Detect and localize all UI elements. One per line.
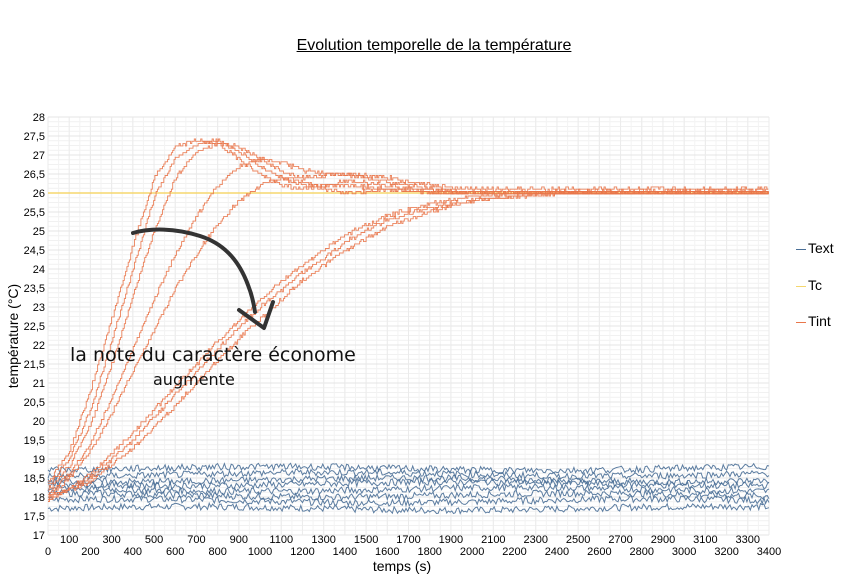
y-tick-label: 26 [33, 188, 45, 200]
y-tick-label: 20 [33, 416, 45, 428]
annotation-arrowhead [237, 300, 275, 330]
legend-swatch-tint [796, 321, 806, 323]
y-axis-label: température (°C) [5, 284, 21, 388]
x-tick-label: 900 [230, 534, 248, 546]
legend-swatch-text [796, 248, 806, 250]
y-tick-label: 25 [33, 226, 45, 238]
x-tick-label: 3300 [736, 534, 760, 546]
legend-swatch-tc [796, 285, 806, 287]
x-tick-label: 2200 [502, 546, 526, 558]
series-text-line [47, 477, 770, 491]
x-tick-label: 2600 [587, 546, 611, 558]
y-tick-label: 27,5 [24, 131, 45, 143]
x-tick-label: 1500 [354, 534, 378, 546]
x-tick-label: 800 [208, 546, 226, 558]
y-tick-label: 24 [33, 264, 45, 276]
y-tick-label: 22,5 [24, 321, 45, 333]
x-tick-label: 700 [187, 534, 205, 546]
x-tick-label: 1900 [439, 534, 463, 546]
legend-item-tint: Tint [796, 313, 831, 329]
y-tick-label: 22 [33, 340, 45, 352]
x-tick-label: 1400 [333, 546, 357, 558]
legend-item-text: Text [796, 240, 834, 256]
x-tick-label: 3100 [693, 534, 717, 546]
series-text-line [47, 462, 770, 475]
legend-item-tc: Tc [796, 277, 822, 293]
x-tick-label: 1600 [375, 546, 399, 558]
x-tick-label: 1300 [311, 534, 335, 546]
x-tick-label: 3000 [672, 546, 696, 558]
y-tick-label: 20,5 [24, 397, 45, 409]
x-tick-label: 3400 [757, 546, 781, 558]
series-text-line [47, 501, 770, 515]
legend-label-tint: Tint [808, 313, 831, 329]
x-tick-label: 1100 [269, 534, 293, 546]
x-tick-label: 100 [60, 534, 78, 546]
y-tick-label: 19 [33, 454, 45, 466]
annotation-line1: la note du caractère économe [70, 344, 356, 366]
x-tick-label: 3200 [714, 546, 738, 558]
y-tick-label: 19,5 [24, 435, 45, 447]
x-tick-label: 2900 [651, 534, 675, 546]
x-tick-label: 0 [45, 546, 51, 558]
annotation-line2: augmente [153, 370, 235, 389]
y-tick-label: 23,5 [24, 283, 45, 295]
y-tick-labels: 17 17,5 18 18,5 19 19,5 20 20,5 21 21,5 22 22,5 23 23… [24, 112, 45, 542]
x-tick-label: 1000 [248, 546, 272, 558]
legend-label-tc: Tc [808, 277, 822, 293]
series-text-line [47, 483, 770, 496]
y-tick-label: 27 [33, 150, 45, 162]
series-tint-line [48, 191, 769, 498]
series-tint-line [48, 156, 769, 496]
x-tick-label: 200 [81, 546, 99, 558]
x-tick-label: 1700 [396, 534, 420, 546]
x-tick-label: 2800 [630, 546, 654, 558]
x-tick-label: 2000 [460, 546, 484, 558]
x-tick-label: 2400 [545, 546, 569, 558]
y-tick-label: 26,5 [24, 169, 45, 181]
x-tick-label: 1200 [290, 546, 314, 558]
y-tick-label: 18,5 [24, 473, 45, 485]
legend-label-text: Text [808, 240, 834, 256]
x-tick-label: 600 [166, 546, 184, 558]
y-tick-label: 18 [33, 492, 45, 504]
y-tick-label: 17,5 [24, 511, 45, 523]
y-tick-label: 21,5 [24, 359, 45, 371]
chart-title: Evolution temporelle de la température [296, 37, 572, 54]
x-tick-label: 400 [124, 546, 142, 558]
series-text-line [47, 473, 770, 487]
series-text-line [47, 493, 770, 508]
y-tick-label: 28 [33, 112, 45, 124]
x-tick-label: 300 [102, 534, 120, 546]
y-tick-label: 21 [33, 378, 45, 390]
x-tick-label: 1800 [417, 546, 441, 558]
y-tick-label: 17 [33, 530, 45, 542]
series-group [47, 138, 770, 515]
x-tick-label: 2500 [566, 534, 590, 546]
x-tick-label: 2100 [481, 534, 505, 546]
annotation-arrow [131, 227, 257, 314]
x-tick-label: 2700 [608, 534, 632, 546]
series-text-line [47, 468, 770, 481]
x-tick-label: 500 [145, 534, 163, 546]
x-axis-label: temps (s) [373, 558, 431, 574]
y-tick-label: 24,5 [24, 245, 45, 257]
x-tick-label: 2300 [523, 534, 547, 546]
y-tick-label: 25,5 [24, 207, 45, 219]
y-tick-label: 23 [33, 302, 45, 314]
